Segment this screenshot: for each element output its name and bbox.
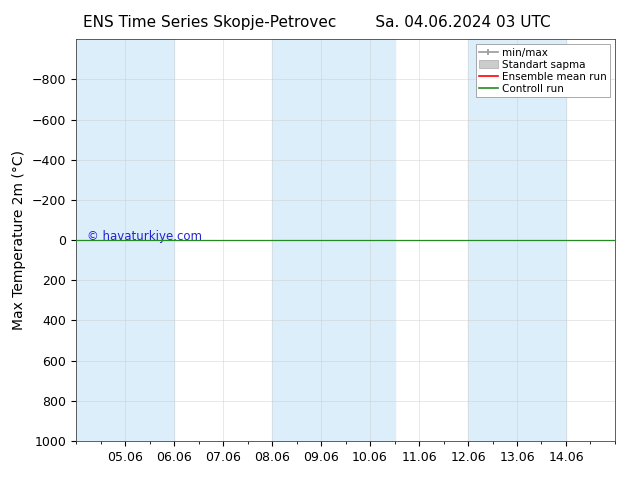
Bar: [272, 39, 394, 441]
Bar: [468, 39, 566, 441]
Text: ENS Time Series Skopje-Petrovec        Sa. 04.06.2024 03 UTC: ENS Time Series Skopje-Petrovec Sa. 04.0…: [83, 15, 551, 30]
Y-axis label: Max Temperature 2m (°C): Max Temperature 2m (°C): [12, 150, 26, 330]
Text: © havaturkiye.com: © havaturkiye.com: [87, 230, 202, 243]
Bar: [76, 39, 174, 441]
Legend: min/max, Standart sapma, Ensemble mean run, Controll run: min/max, Standart sapma, Ensemble mean r…: [476, 45, 610, 97]
